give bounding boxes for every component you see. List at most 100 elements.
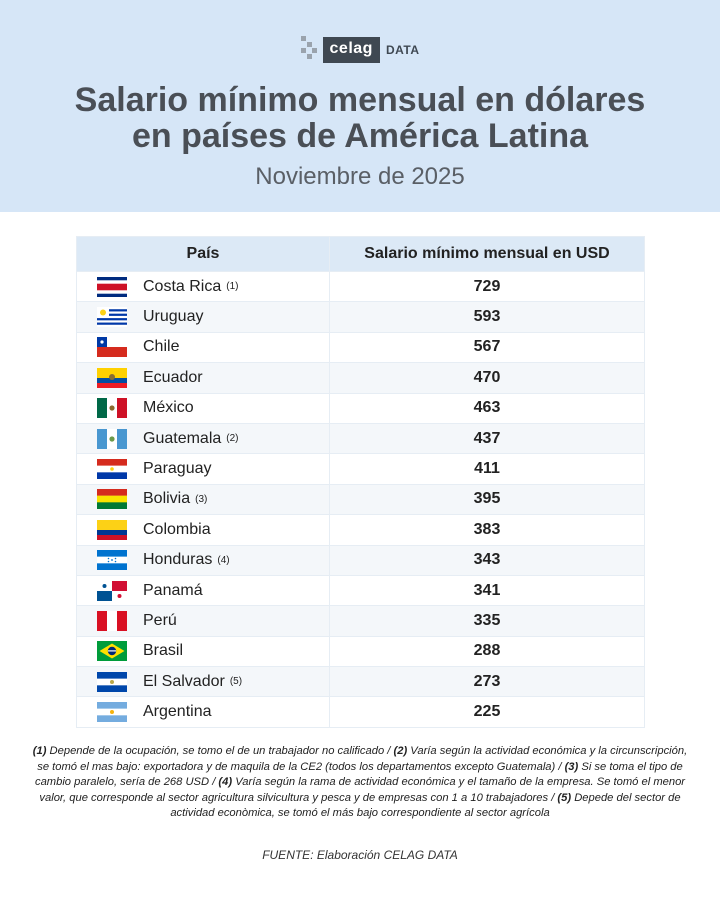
country-cell: Honduras (4) (76, 544, 330, 576)
table-row: Guatemala (2) 437 (76, 422, 645, 455)
salary-value: 593 (329, 301, 645, 333)
country-cell: Ecuador (76, 362, 330, 394)
country-cell: Uruguay (76, 301, 330, 333)
footnote-mark: (1) (32, 745, 47, 757)
table-row: Costa Rica (1) 729 (76, 270, 645, 303)
footnote-text: Depede del sector de actividad econòmica… (170, 791, 681, 820)
peru-flag-icon (97, 610, 128, 631)
salary-value: 395 (329, 483, 645, 516)
panama-flag-icon (97, 580, 127, 601)
country-name: Paraguay (143, 460, 212, 478)
country-cell: El Salvador (5) (76, 666, 330, 698)
country-cell: Chile (76, 331, 330, 364)
argentina-flag-icon (97, 702, 127, 723)
country-name: México (143, 399, 194, 417)
salary-value: 335 (329, 605, 645, 637)
footnote-reference: (1) (226, 281, 239, 293)
ecuador-flag-icon (97, 367, 127, 388)
salary-value: 470 (329, 362, 645, 394)
table-row: Chile 567 (76, 331, 645, 364)
footnote-mark: (4) (218, 776, 233, 788)
logo-pixel-icon (300, 36, 317, 64)
salary-table: País Salario mínimo mensual en USD Costa… (76, 236, 645, 728)
el-salvador-flag-icon (97, 671, 127, 692)
country-cell: Paraguay (76, 453, 330, 485)
country-name: Chile (143, 338, 180, 356)
country-name: Costa Rica (143, 277, 222, 295)
bolivia-flag-icon (97, 489, 127, 510)
country-name: Uruguay (143, 308, 204, 326)
paraguay-flag-icon (97, 459, 127, 480)
costa-rica-flag-icon (97, 276, 127, 297)
column-header-salary: Salario mínimo mensual en USD (329, 236, 645, 272)
brand-suffix: DATA (385, 43, 420, 57)
salary-value: 463 (329, 392, 645, 424)
uruguay-flag-icon (97, 307, 127, 328)
salary-value: 411 (329, 453, 645, 485)
country-name: Perú (143, 611, 177, 629)
table-row: Honduras (4) 343 (76, 544, 645, 576)
country-name: El Salvador (143, 672, 225, 690)
country-name: Bolivia (143, 490, 191, 508)
country-name: Honduras (143, 551, 213, 569)
guatemala-flag-icon (97, 428, 128, 449)
table-row: Brasil 288 (76, 635, 645, 668)
table-row: Uruguay 593 (76, 301, 645, 333)
salary-value: 437 (329, 422, 645, 455)
country-cell: Bolivia (3) (76, 483, 330, 516)
table-body: Costa Rica (1) 729 Uruguay 593 Chile 567 Ecuado… (76, 270, 645, 728)
country-name: Panamá (143, 581, 203, 599)
table-row: Panamá 341 (76, 574, 645, 607)
salary-value: 288 (329, 635, 645, 668)
salary-value: 729 (329, 270, 645, 303)
footnote-mark: (3) (564, 760, 579, 773)
table-row: El Salvador (5) 273 (76, 666, 645, 698)
country-cell: México (76, 392, 330, 424)
country-cell: Argentina (76, 696, 330, 728)
source-note: FUENTE: Elaboración CELAG DATA (262, 848, 458, 862)
table-row: Argentina 225 (76, 696, 645, 728)
country-cell: Perú (76, 605, 330, 637)
country-name: Argentina (143, 703, 212, 721)
footnote-reference: (5) (229, 676, 243, 688)
country-name: Ecuador (143, 368, 203, 386)
country-cell: Colombia (76, 514, 330, 546)
table-row: Ecuador 470 (76, 362, 645, 394)
footnote-text: Si se toma el tipo de cambio paralelo, s… (34, 760, 683, 789)
honduras-flag-icon (97, 550, 127, 571)
brand-name: celag (322, 37, 380, 63)
header-banner: celag DATA Salario mínimo mensual en dól… (0, 0, 720, 212)
country-name: Colombia (143, 520, 211, 538)
colombia-flag-icon (97, 519, 127, 540)
table-row: Colombia 383 (76, 514, 645, 546)
table-header-row: País Salario mínimo mensual en USD (76, 236, 645, 272)
footnote-reference: (2) (226, 433, 239, 445)
salary-value: 567 (329, 331, 645, 364)
country-cell: Panamá (76, 574, 330, 607)
footnote-reference: (4) (217, 554, 230, 566)
brasil-flag-icon (97, 641, 127, 662)
mexico-flag-icon (97, 398, 128, 419)
salary-value: 341 (329, 574, 645, 607)
country-cell: Guatemala (2) (76, 422, 330, 455)
footnote-reference: (3) (195, 493, 208, 505)
title-line-2: en países de América Latina (131, 117, 589, 155)
footnote-text: Varía según la actividad económica y la … (37, 745, 688, 773)
footnote-mark: (5) (557, 791, 572, 804)
column-header-country: País (76, 236, 330, 272)
table-row: Bolivia (3) 395 (76, 483, 645, 516)
country-name: Guatemala (143, 429, 222, 447)
footnote-text: Depende de la ocupación, se tomo el de u… (46, 745, 394, 757)
country-name: Brasil (143, 642, 184, 660)
chile-flag-icon (97, 337, 127, 358)
table-row: México 463 (76, 392, 645, 424)
table-row: Paraguay 411 (76, 453, 645, 485)
table-row: Perú 335 (76, 605, 645, 637)
salary-value: 225 (329, 696, 645, 728)
footnotes: (1) Depende de la ocupación, se tomo el … (28, 744, 692, 822)
salary-value: 343 (329, 544, 645, 576)
salary-value: 273 (329, 666, 645, 698)
salary-value: 383 (329, 514, 645, 546)
title-line-1: Salario mínimo mensual en dólares (74, 81, 646, 119)
footnote-text: Varía según la rama de actividad económi… (39, 776, 686, 804)
